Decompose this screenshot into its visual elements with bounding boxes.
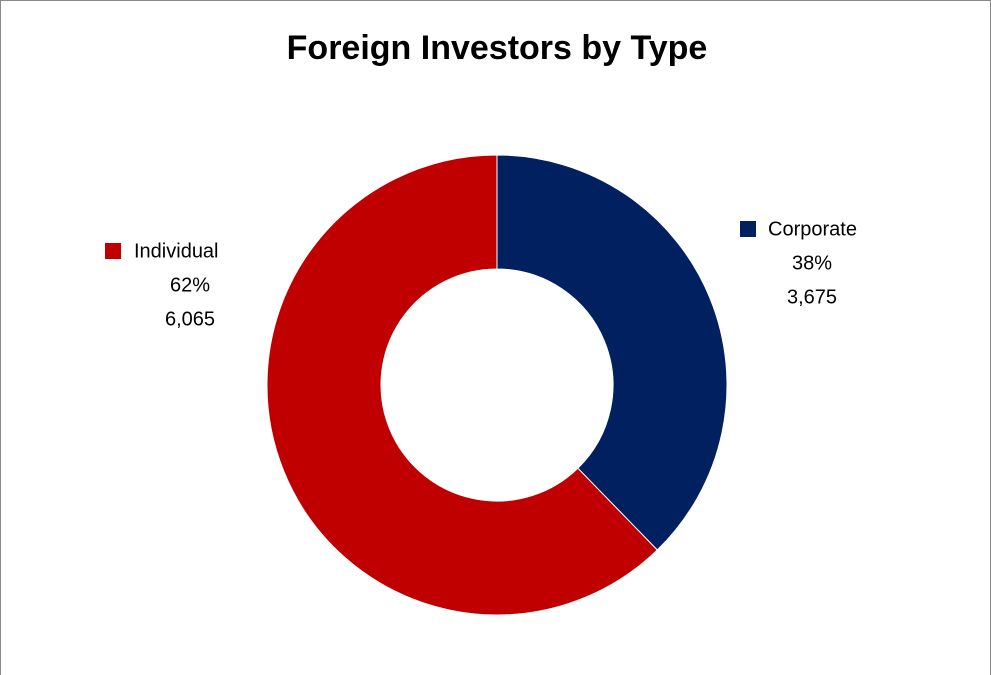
donut-slice xyxy=(266,154,658,616)
value-label: 6,065 xyxy=(165,308,215,330)
legend-swatch xyxy=(740,221,756,237)
chart-title: Foreign Investors by Type xyxy=(287,29,708,67)
percent-label: 38% xyxy=(792,252,832,274)
percent-label: 62% xyxy=(170,274,210,296)
category-label: Individual xyxy=(134,240,219,262)
donut-slice xyxy=(496,154,728,551)
category-label: Corporate xyxy=(768,218,857,240)
value-label: 3,675 xyxy=(787,286,837,308)
legend-swatch xyxy=(105,243,121,259)
